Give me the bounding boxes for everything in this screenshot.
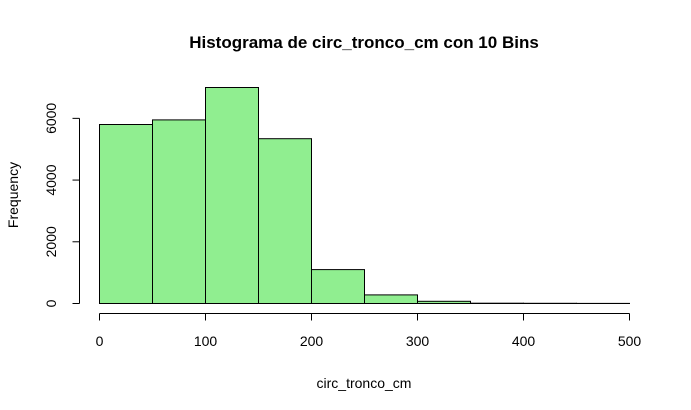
histogram-bar <box>364 294 418 304</box>
x-axis-label: circ_tronco_cm <box>317 375 412 391</box>
bars-group <box>99 87 630 305</box>
histogram-bar <box>99 124 153 304</box>
x-tick-label: 400 <box>512 333 536 349</box>
x-tick-label: 100 <box>194 333 218 349</box>
histogram-bar <box>258 138 312 304</box>
y-tick-label: 4000 <box>43 164 59 195</box>
x-axis: 0 100 200 300 400 500 <box>96 313 642 349</box>
y-axis: 0 2000 4000 6000 <box>43 103 80 307</box>
histogram-bar <box>417 300 471 304</box>
histogram-bar <box>311 269 365 305</box>
histogram-bar <box>205 87 259 304</box>
chart-title: Histograma de circ_tronco_cm con 10 Bins <box>189 33 539 52</box>
y-tick-label: 2000 <box>43 226 59 257</box>
y-tick-label: 0 <box>43 299 59 307</box>
y-axis-label: Frequency <box>5 162 21 228</box>
x-tick-label: 300 <box>406 333 430 349</box>
x-tick-label: 200 <box>300 333 324 349</box>
x-tick-label: 0 <box>96 333 104 349</box>
y-tick-label: 6000 <box>43 103 59 134</box>
histogram-bar <box>152 119 206 305</box>
x-tick-label: 500 <box>618 333 642 349</box>
